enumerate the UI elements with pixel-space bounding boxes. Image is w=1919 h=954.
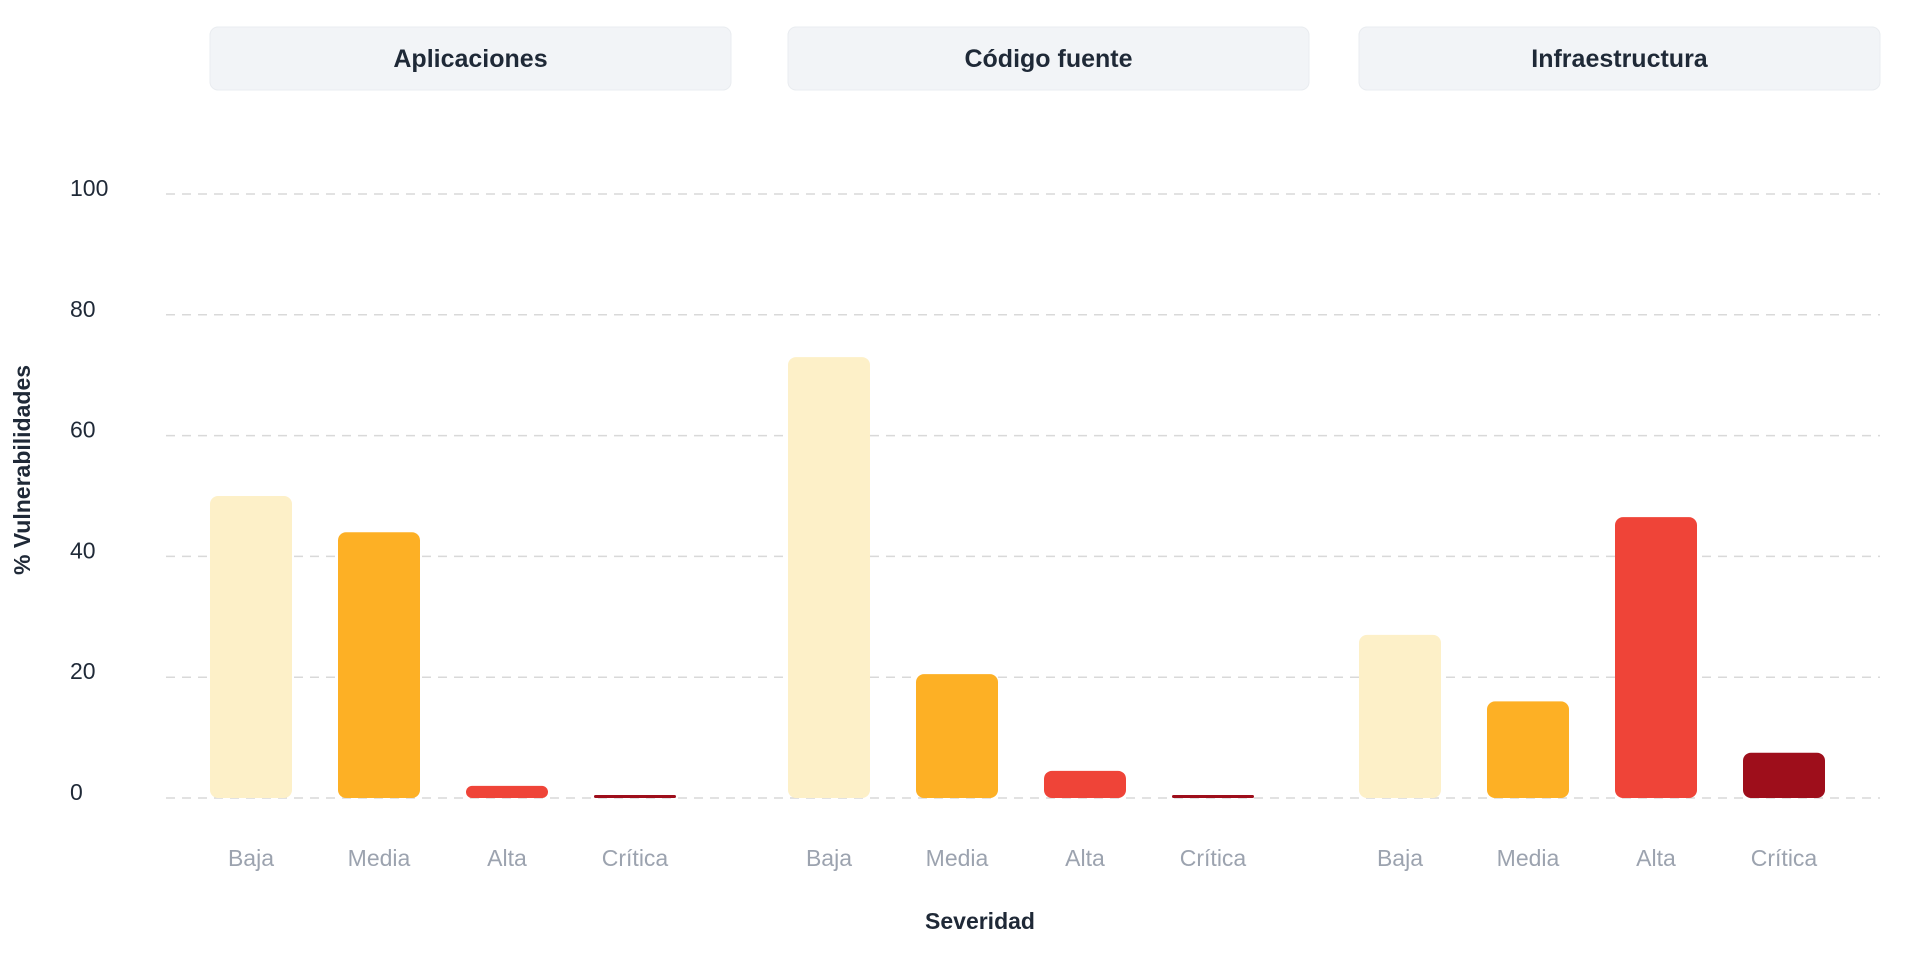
x-tick-label: Media bbox=[348, 845, 411, 871]
x-tick-label: Media bbox=[1497, 845, 1560, 871]
bar bbox=[1743, 752, 1825, 798]
bar bbox=[916, 674, 998, 798]
bar bbox=[1359, 634, 1441, 798]
panel-header bbox=[1358, 26, 1881, 91]
y-axis-ticks: 0 20 40 60 80 100 bbox=[70, 175, 108, 805]
bar bbox=[338, 532, 420, 798]
y-tick-label: 40 bbox=[70, 537, 96, 563]
x-tick-label: Alta bbox=[487, 845, 527, 871]
y-tick-label: 100 bbox=[70, 175, 108, 201]
panel-title: Aplicaciones bbox=[393, 45, 547, 73]
bar bbox=[594, 794, 676, 798]
y-tick-label: 80 bbox=[70, 296, 96, 322]
y-axis-title: % Vulnerabilidades bbox=[9, 365, 35, 575]
panel: Infraestructura Baja Media Alta Crítica bbox=[1358, 26, 1881, 871]
y-tick-label: 0 bbox=[70, 779, 83, 805]
bar bbox=[788, 357, 870, 798]
bar bbox=[1172, 794, 1254, 798]
bar bbox=[1615, 517, 1697, 798]
bar bbox=[210, 496, 292, 798]
panel-header bbox=[787, 26, 1310, 91]
panel-header bbox=[209, 26, 732, 91]
x-tick-label: Baja bbox=[228, 845, 274, 871]
x-tick-label: Alta bbox=[1636, 845, 1676, 871]
bar bbox=[466, 785, 548, 798]
x-tick-label: Crítica bbox=[1751, 845, 1818, 871]
grid-lines bbox=[166, 193, 1880, 799]
x-tick-label: Baja bbox=[806, 845, 852, 871]
x-tick-label: Alta bbox=[1065, 845, 1105, 871]
x-tick-label: Crítica bbox=[1180, 845, 1247, 871]
panel: Código fuente Baja Media Alta Crítica bbox=[787, 26, 1310, 871]
bar bbox=[1487, 701, 1569, 798]
panel-title: Código fuente bbox=[964, 45, 1132, 73]
x-tick-label: Baja bbox=[1377, 845, 1423, 871]
panel-title: Infraestructura bbox=[1531, 45, 1709, 73]
x-axis-title: Severidad bbox=[925, 908, 1035, 934]
x-tick-label: Crítica bbox=[602, 845, 669, 871]
x-tick-label: Media bbox=[926, 845, 989, 871]
bar bbox=[1044, 770, 1126, 798]
y-tick-label: 60 bbox=[70, 417, 96, 443]
y-tick-label: 20 bbox=[70, 658, 96, 684]
panel: Aplicaciones Baja Media Alta Crítica bbox=[209, 26, 732, 871]
